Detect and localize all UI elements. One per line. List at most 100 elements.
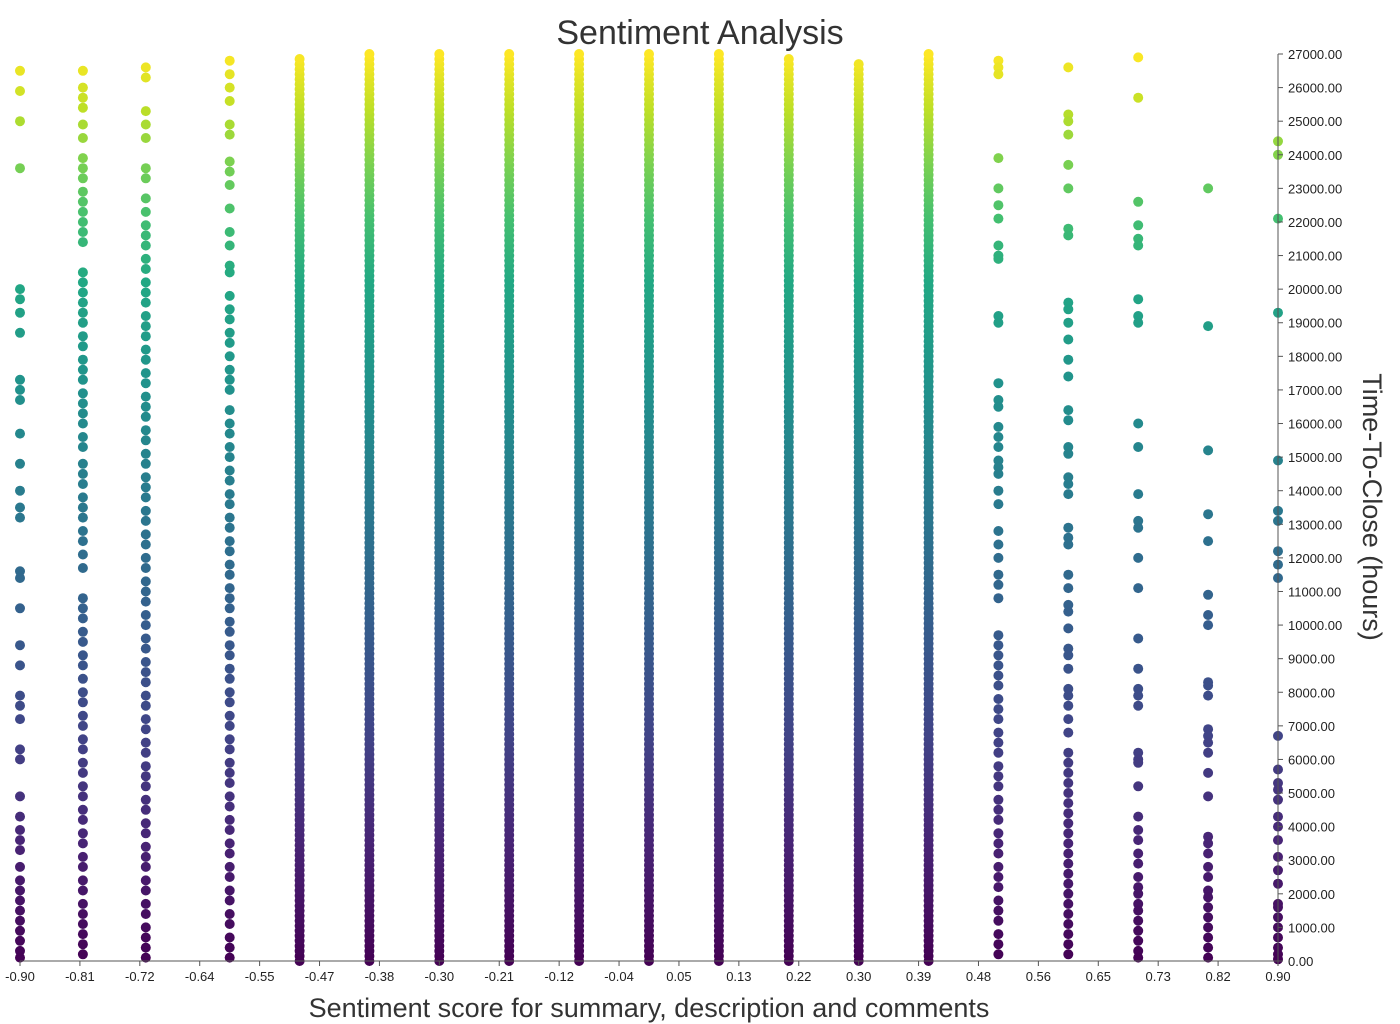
data-point — [140, 425, 151, 436]
data-point — [140, 633, 151, 644]
data-point — [140, 747, 151, 758]
data-point — [993, 640, 1004, 651]
data-point — [77, 767, 88, 778]
data-point — [140, 515, 151, 526]
data-point — [993, 828, 1004, 839]
data-point — [15, 374, 25, 385]
data-point — [15, 935, 25, 946]
data-point — [224, 304, 235, 315]
data-point — [1133, 700, 1144, 711]
data-point — [140, 354, 151, 365]
data-point — [1063, 479, 1074, 489]
data-point — [993, 861, 1004, 872]
data-point — [15, 875, 25, 886]
data-point — [77, 354, 88, 365]
data-point — [15, 603, 25, 614]
data-point — [993, 727, 1004, 738]
data-point — [224, 757, 235, 768]
data-point — [224, 767, 235, 778]
x-tick-label: 0.56 — [1026, 969, 1051, 984]
x-tick-label: 0.65 — [1086, 969, 1111, 984]
data-point — [224, 848, 235, 859]
data-point — [140, 321, 151, 332]
data-point — [77, 828, 88, 839]
data-point — [15, 458, 25, 469]
data-point — [77, 949, 88, 960]
data-point — [224, 203, 235, 214]
data-point — [77, 267, 88, 278]
data-point — [1063, 909, 1074, 919]
data-point — [1203, 509, 1214, 520]
data-point — [140, 875, 151, 886]
data-point — [140, 401, 151, 412]
x-axis-ticks: -0.90 -0.81 -0.72 -0.64 -0.55 -0.47 -0.38 -0.30… — [5, 961, 1291, 984]
data-point — [140, 529, 151, 540]
data-point — [1203, 536, 1214, 547]
data-point — [77, 92, 88, 103]
data-point — [77, 186, 88, 197]
data-point — [140, 700, 151, 711]
data-point — [993, 737, 1004, 748]
data-point — [993, 421, 1004, 432]
data-point — [140, 818, 151, 829]
data-point — [15, 754, 25, 765]
data-point — [15, 307, 25, 318]
data-point — [1063, 828, 1074, 839]
data-point — [1063, 317, 1074, 328]
data-point — [224, 512, 235, 523]
data-point — [77, 593, 88, 604]
data-point — [224, 603, 235, 614]
data-point — [1133, 848, 1144, 859]
data-point — [993, 539, 1004, 550]
data-point — [77, 102, 88, 113]
data-point — [77, 119, 88, 130]
data-point — [224, 536, 235, 547]
x-tick-label: 0.30 — [846, 969, 871, 984]
data-point — [77, 536, 88, 547]
x-tick-label: 0.73 — [1146, 969, 1171, 984]
data-point — [140, 861, 151, 872]
data-point — [1203, 690, 1214, 701]
data-point — [1133, 858, 1144, 869]
data-point — [15, 116, 25, 127]
data-point — [993, 838, 1004, 849]
data-point — [993, 939, 1004, 950]
data-point — [15, 294, 25, 305]
data-point — [224, 384, 235, 395]
data-point — [1063, 939, 1074, 950]
data-point — [1203, 445, 1214, 456]
data-point — [1063, 757, 1074, 768]
data-point — [993, 794, 1004, 805]
data-point — [77, 660, 88, 671]
data-point — [224, 814, 235, 825]
data-point — [224, 932, 235, 943]
data-point — [1133, 294, 1144, 305]
data-point — [993, 526, 1004, 536]
data-point — [140, 435, 151, 446]
y-tick-label: 24000.00 — [1288, 148, 1342, 163]
data-point — [140, 761, 151, 772]
data-point — [993, 569, 1004, 580]
data-point — [224, 82, 235, 93]
data-point — [1203, 932, 1214, 943]
data-point — [1063, 569, 1074, 580]
data-point — [77, 734, 88, 745]
y-tick-label: 25000.00 — [1288, 114, 1342, 129]
data-point — [993, 680, 1004, 691]
data-point — [140, 909, 151, 919]
data-point — [224, 838, 235, 849]
data-point — [1063, 808, 1074, 819]
y-tick-label: 14000.00 — [1288, 484, 1342, 499]
data-point — [993, 593, 1004, 604]
data-point — [224, 499, 235, 510]
data-point — [15, 845, 25, 856]
data-point — [15, 512, 25, 523]
data-point — [1203, 838, 1214, 849]
data-point — [993, 213, 1004, 224]
data-point — [1203, 952, 1214, 963]
data-point — [224, 791, 235, 802]
data-point — [224, 418, 235, 429]
data-point — [140, 552, 151, 563]
data-point — [1063, 788, 1074, 798]
data-point — [1063, 878, 1074, 889]
